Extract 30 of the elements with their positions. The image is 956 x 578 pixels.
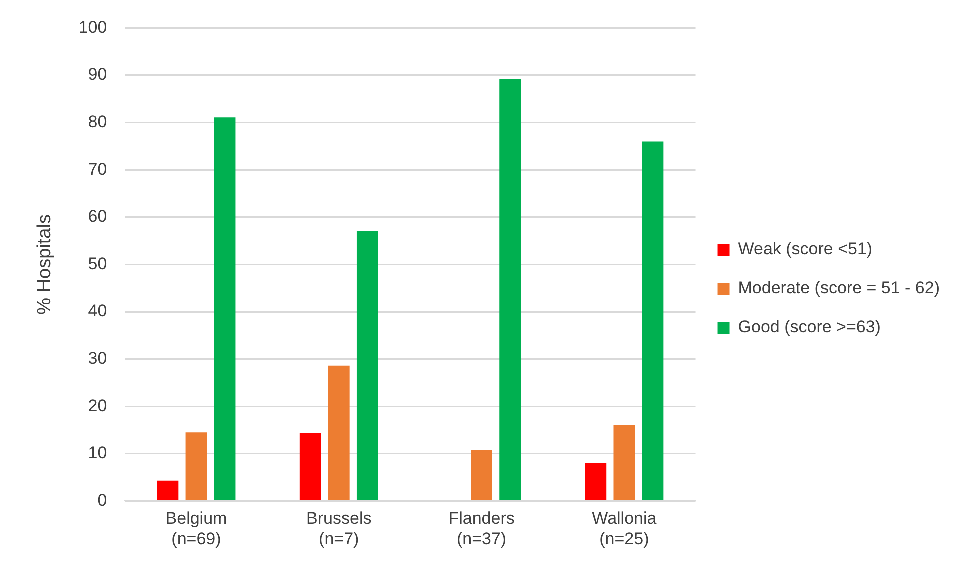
legend-label: Weak (score <51) xyxy=(738,240,873,259)
x-tick-label: Belgium (n=69) xyxy=(166,509,228,548)
y-tick-label: 0 xyxy=(98,490,108,510)
y-tick-label: 30 xyxy=(88,348,108,368)
y-tick-label: 10 xyxy=(88,444,108,463)
bar xyxy=(300,434,322,500)
y-axis-title: % Hospitals xyxy=(34,214,56,315)
bar xyxy=(356,231,378,500)
y-tick-label: 70 xyxy=(88,160,108,179)
bar xyxy=(328,366,350,500)
bar xyxy=(214,118,236,500)
y-tick-label: 50 xyxy=(88,254,108,274)
x-tick-label: Brussels (n=7) xyxy=(306,509,372,548)
y-tick-label: 40 xyxy=(88,302,108,321)
legend-label: Moderate (score = 51 - 62) xyxy=(738,278,940,298)
y-tick-label: 90 xyxy=(88,65,108,84)
y-tick-label: 80 xyxy=(88,112,108,132)
bar xyxy=(642,142,664,500)
y-tick-label: 60 xyxy=(88,207,108,226)
x-tick-label: Flanders (n=37) xyxy=(448,509,515,548)
bar xyxy=(471,450,492,500)
legend-label: Good (score >=63) xyxy=(738,318,881,337)
bar xyxy=(186,432,208,500)
bar xyxy=(157,480,179,500)
bar xyxy=(614,426,636,500)
y-tick-label: 20 xyxy=(88,396,108,416)
bar xyxy=(585,463,607,500)
x-tick-label: Wallonia (n=25) xyxy=(592,509,658,548)
y-tick-label: 100 xyxy=(78,18,108,37)
bar xyxy=(500,79,522,500)
